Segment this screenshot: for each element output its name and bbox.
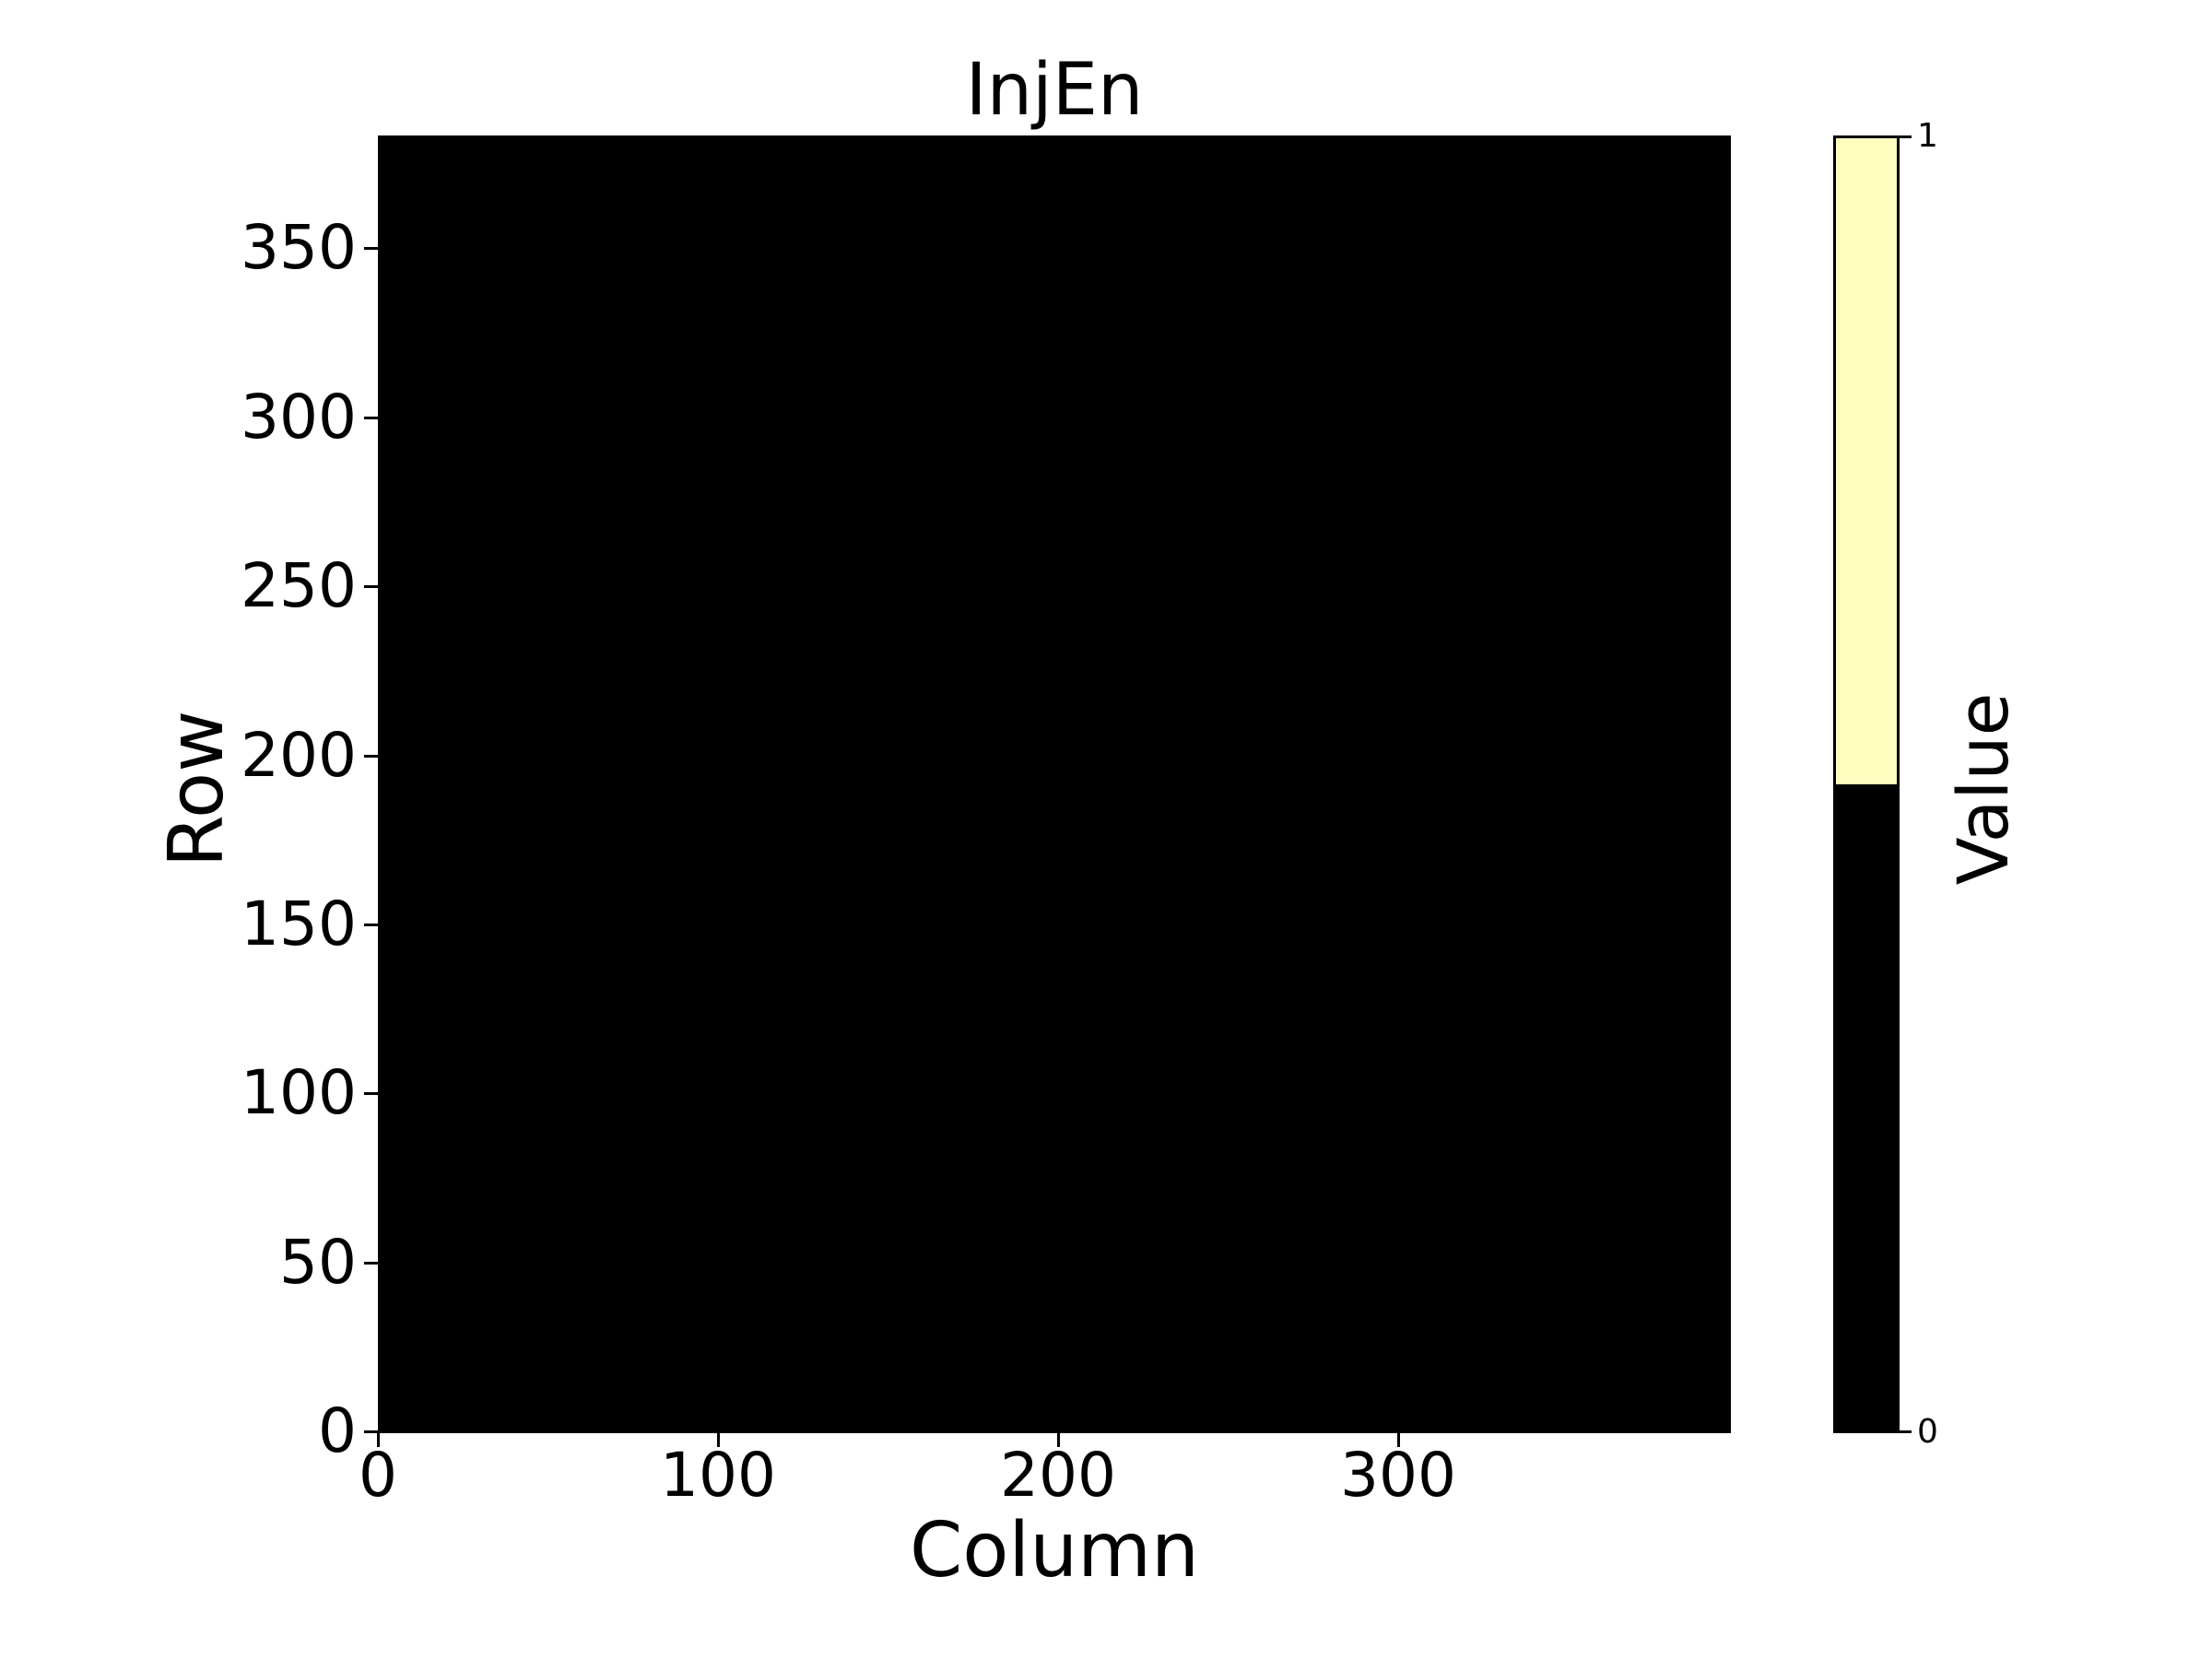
heatmap-plot-area (378, 135, 1731, 1433)
colorbar-label: Value (1942, 692, 2024, 886)
colorbar-tick-label: 1 (1917, 117, 1938, 155)
y-tick-label: 100 (241, 1057, 357, 1128)
y-tick-label: 50 (279, 1227, 357, 1298)
y-tick-mark (364, 1092, 378, 1095)
x-tick-label: 300 (1340, 1440, 1456, 1511)
x-tick-label: 100 (660, 1440, 776, 1511)
x-tick-mark (377, 1433, 380, 1447)
y-tick-label: 250 (241, 550, 357, 621)
y-tick-label: 300 (241, 382, 357, 453)
y-tick-label: 350 (241, 212, 357, 283)
y-tick-label: 150 (241, 888, 357, 959)
x-tick-label: 0 (359, 1440, 397, 1511)
y-tick-mark (364, 755, 378, 758)
colorbar-tick-mark-0 (1900, 1430, 1912, 1433)
x-tick-mark (717, 1433, 720, 1447)
y-tick-label: 200 (241, 720, 357, 791)
y-tick-mark (364, 924, 378, 926)
x-tick-mark (1057, 1433, 1060, 1447)
x-tick-mark (1397, 1433, 1400, 1447)
y-axis-label: Row (153, 710, 241, 868)
x-tick-label: 200 (1000, 1440, 1116, 1511)
y-tick-mark (364, 1262, 378, 1265)
colorbar-tick-mark-1 (1900, 135, 1912, 138)
y-tick-mark (364, 417, 378, 419)
y-tick-mark (364, 585, 378, 588)
chart-title: InjEn (965, 49, 1144, 132)
x-axis-label: Column (909, 1507, 1200, 1594)
y-tick-mark (364, 1430, 378, 1433)
colorbar (1833, 135, 1900, 1433)
y-tick-mark (364, 247, 378, 250)
colorbar-tick-label: 0 (1917, 1413, 1938, 1451)
y-tick-label: 0 (318, 1395, 357, 1466)
